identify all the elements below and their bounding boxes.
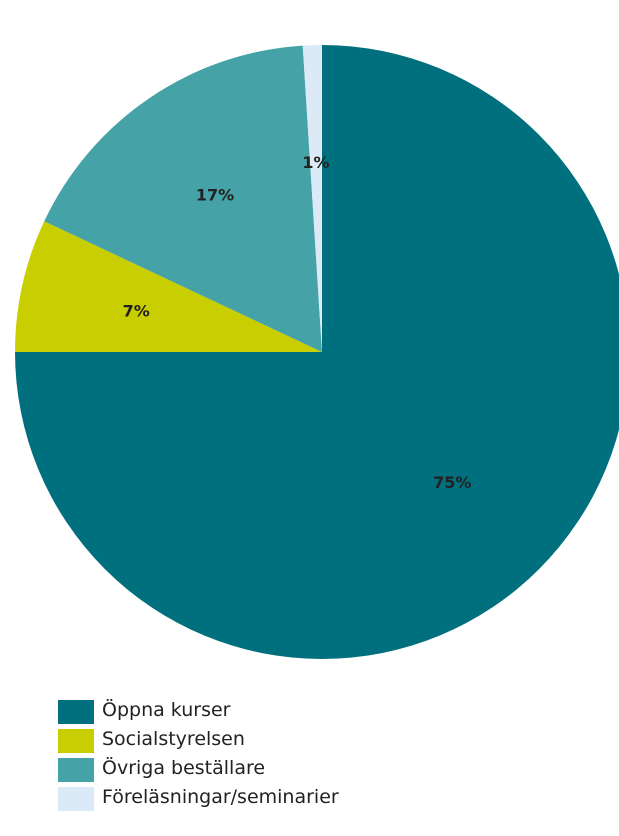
legend-label: Föreläsningar/seminarier xyxy=(102,786,339,808)
slice-label: 17% xyxy=(196,186,234,205)
legend: Öppna kurser Socialstyrelsen Övriga best… xyxy=(58,697,578,813)
slice-label: 7% xyxy=(123,301,150,320)
legend-label: Öppna kurser xyxy=(102,699,231,721)
pie-slice xyxy=(44,45,323,352)
legend-swatch xyxy=(58,758,94,782)
pie-slice xyxy=(302,45,322,352)
slice-label: 1% xyxy=(302,153,329,172)
legend-swatch xyxy=(58,787,94,811)
pie-slice xyxy=(15,45,619,659)
legend-item: Föreläsningar/seminarier xyxy=(58,784,578,811)
legend-item: Öppna kurser xyxy=(58,697,578,724)
slice-label: 75% xyxy=(433,473,471,492)
pie-chart: 75% 7% 17% 1% xyxy=(15,45,619,659)
legend-item: Socialstyrelsen xyxy=(58,726,578,753)
legend-item: Övriga beställare xyxy=(58,755,578,782)
legend-swatch xyxy=(58,700,94,724)
pie-slice xyxy=(15,221,322,352)
legend-label: Socialstyrelsen xyxy=(102,728,245,750)
legend-swatch xyxy=(58,729,94,753)
legend-label: Övriga beställare xyxy=(102,757,266,779)
